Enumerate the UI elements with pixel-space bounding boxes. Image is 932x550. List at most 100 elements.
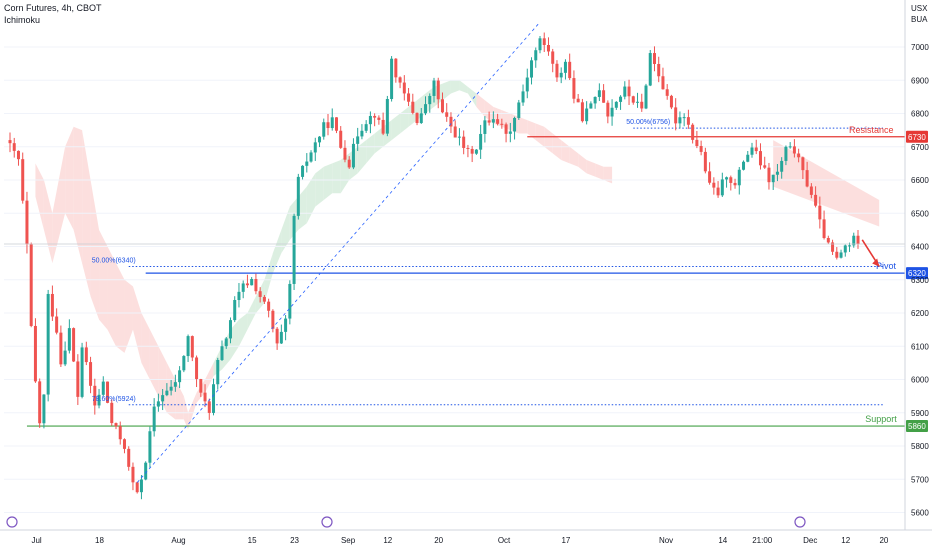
candle [67, 328, 71, 351]
candle [8, 140, 12, 144]
candle [292, 215, 296, 284]
candle [538, 38, 542, 51]
candle [758, 151, 762, 166]
candle [424, 104, 428, 114]
candle [602, 90, 606, 103]
candle [737, 169, 741, 186]
y-tick-label: 7000 [911, 43, 929, 52]
candle [377, 117, 381, 120]
candle [496, 119, 500, 124]
candle [805, 170, 809, 187]
candle [55, 316, 59, 333]
candle [131, 466, 135, 483]
cloud-segment [230, 319, 239, 360]
candle [29, 244, 33, 326]
candle [313, 142, 317, 153]
candle [682, 117, 686, 119]
candle [801, 157, 805, 171]
cloud-segment [272, 229, 282, 274]
candle [89, 362, 93, 386]
cloud-segment [90, 180, 100, 320]
x-tick-label: Jul [31, 536, 41, 545]
cloud-segment [298, 186, 307, 230]
candle [686, 117, 690, 125]
candle [390, 58, 394, 100]
candle [669, 95, 673, 108]
chart-title[interactable]: Corn Futures, 4h, CBOT [4, 3, 102, 13]
candle [449, 116, 453, 127]
candle [356, 136, 360, 144]
x-tick-label: Aug [171, 536, 185, 545]
candle [152, 406, 156, 432]
candle [322, 122, 326, 137]
candle [695, 139, 699, 147]
candle [788, 146, 792, 148]
cloud-segment [323, 163, 333, 200]
support-price-tag [906, 420, 928, 433]
candle [106, 381, 110, 403]
candle [483, 120, 487, 134]
candle [199, 379, 203, 393]
cloud-segment [222, 329, 231, 370]
candle [254, 279, 258, 292]
candle [21, 159, 25, 201]
candle [462, 136, 466, 148]
y-tick-label: 6600 [911, 176, 929, 185]
candle [631, 96, 635, 103]
candle [589, 103, 593, 109]
candle [487, 120, 491, 123]
candle [368, 115, 372, 125]
unit-label: BUA [911, 15, 928, 24]
cloud-segment [65, 126, 74, 230]
y-tick-label: 5700 [911, 475, 929, 484]
cloud-segment [773, 140, 880, 227]
candle [334, 117, 338, 131]
candle [610, 107, 614, 117]
candle [585, 108, 589, 122]
indicator-label[interactable]: Ichimoku [4, 15, 41, 25]
gridlines [4, 46, 905, 513]
candle [699, 146, 703, 152]
candle [665, 89, 669, 96]
x-tick-label: 17 [561, 536, 570, 545]
candle [46, 293, 50, 395]
y-tick-label: 6700 [911, 143, 929, 152]
candle [318, 136, 322, 143]
candle [182, 356, 186, 371]
cloud-segment [366, 133, 375, 164]
cloud-segment [586, 160, 596, 177]
candle [38, 381, 42, 424]
candle [814, 194, 818, 206]
forecast-arrowhead [872, 258, 880, 267]
candle [245, 283, 249, 286]
candle [457, 136, 461, 138]
candle [597, 90, 601, 97]
resistance-price-tag [906, 130, 928, 143]
candle [135, 482, 139, 493]
candle [415, 112, 419, 124]
candle [419, 113, 423, 124]
candle [644, 85, 648, 109]
candle [754, 147, 758, 152]
candle [530, 60, 534, 78]
candle [72, 328, 76, 362]
y-tick-label: 6400 [911, 243, 929, 252]
candle [648, 53, 652, 86]
candle [856, 235, 860, 244]
cloud-segment [501, 110, 511, 131]
candle [775, 171, 779, 175]
ichimoku-cloud [35, 80, 880, 430]
candle [80, 347, 84, 397]
candle [703, 151, 707, 172]
candle [818, 205, 822, 220]
candle [267, 301, 271, 311]
x-tick-label: 20 [434, 536, 443, 545]
candle [343, 147, 347, 160]
candle [224, 338, 228, 347]
candle [555, 63, 559, 78]
candle [432, 80, 436, 96]
candle [623, 86, 627, 97]
candle [470, 148, 474, 154]
